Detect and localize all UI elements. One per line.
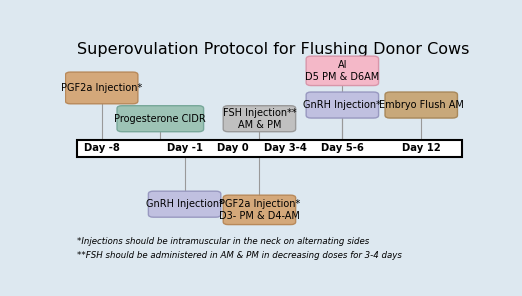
FancyBboxPatch shape <box>77 140 461 157</box>
Text: Progesterone CIDR: Progesterone CIDR <box>114 114 206 124</box>
Text: Day 12: Day 12 <box>402 143 441 153</box>
Text: *Injections should be intramuscular in the neck on alternating sides: *Injections should be intramuscular in t… <box>77 237 370 246</box>
Text: GnRH Injection*: GnRH Injection* <box>303 100 381 110</box>
Text: Day -8: Day -8 <box>84 143 120 153</box>
Text: Embryo Flush AM: Embryo Flush AM <box>379 100 464 110</box>
FancyBboxPatch shape <box>223 195 295 225</box>
FancyBboxPatch shape <box>65 72 138 104</box>
FancyBboxPatch shape <box>223 106 295 132</box>
Text: Superovulation Protocol for Flushing Donor Cows: Superovulation Protocol for Flushing Don… <box>77 42 470 57</box>
Text: Day 0: Day 0 <box>217 143 249 153</box>
Text: FSH Injection**
AM & PM: FSH Injection** AM & PM <box>222 107 296 130</box>
Text: GnRH Injection*: GnRH Injection* <box>146 199 223 209</box>
Text: Day -1: Day -1 <box>167 143 203 153</box>
Text: Day 5-6: Day 5-6 <box>321 143 364 153</box>
Text: Day 3-4: Day 3-4 <box>264 143 307 153</box>
FancyBboxPatch shape <box>148 191 221 217</box>
FancyBboxPatch shape <box>385 92 457 118</box>
FancyBboxPatch shape <box>306 56 378 86</box>
FancyBboxPatch shape <box>117 106 204 132</box>
Text: PGF2a Injection*
D3- PM & D4-AM: PGF2a Injection* D3- PM & D4-AM <box>219 199 300 221</box>
Text: **FSH should be administered in AM & PM in decreasing doses for 3-4 days: **FSH should be administered in AM & PM … <box>77 251 402 260</box>
Text: PGF2a Injection*: PGF2a Injection* <box>61 83 143 93</box>
Text: AI
D5 PM & D6AM: AI D5 PM & D6AM <box>305 60 379 82</box>
FancyBboxPatch shape <box>306 92 378 118</box>
